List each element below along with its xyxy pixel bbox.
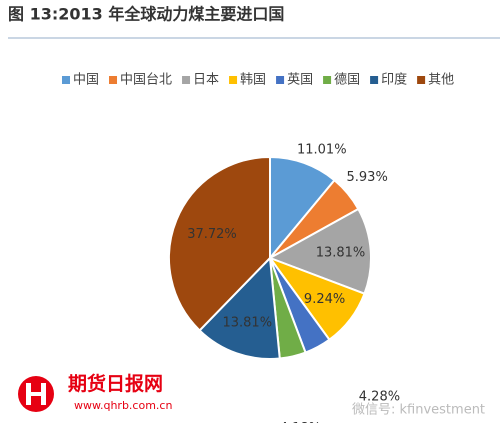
watermark-site-name: 期货日报网 <box>68 372 163 395</box>
legend-swatch <box>109 76 118 84</box>
data-label: 5.93% <box>347 170 388 185</box>
data-label: 4.18% <box>280 421 321 423</box>
data-label: 13.81% <box>316 245 366 260</box>
watermark-wechat: 微信号: kfinvestment <box>352 403 485 418</box>
legend-swatch <box>323 76 332 84</box>
legend-swatch <box>182 76 191 84</box>
watermark-logo <box>18 376 54 412</box>
pie-slice <box>267 207 372 296</box>
legend-label: 中国台北 <box>120 73 172 88</box>
data-label: 13.81% <box>222 315 272 330</box>
legend-label: 印度 <box>381 72 407 88</box>
legend-swatch <box>229 76 238 84</box>
legend-label: 英国 <box>287 73 313 88</box>
legend-swatch <box>276 76 285 84</box>
legend-swatch <box>417 76 426 84</box>
pie-slice <box>269 155 336 261</box>
legend-swatch <box>62 76 70 84</box>
legend-label: 其他 <box>428 73 454 88</box>
pie-slice <box>198 255 281 360</box>
data-label: 4.28% <box>359 389 400 404</box>
watermark-site-url: www.qhrb.com.cn <box>74 399 172 412</box>
legend-label: 德国 <box>334 73 360 88</box>
legend-swatch <box>370 76 379 84</box>
data-label: 9.24% <box>304 292 345 307</box>
legend-label: 日本 <box>193 73 219 88</box>
chart-title: 图 13:2013 年全球动力煤主要进口国 <box>8 5 284 24</box>
pie-slice <box>168 155 271 332</box>
legend-label: 中国 <box>73 73 99 88</box>
data-label: 37.72% <box>187 227 237 242</box>
data-label: 11.01% <box>297 143 347 158</box>
legend-label: 韩国 <box>240 73 266 88</box>
